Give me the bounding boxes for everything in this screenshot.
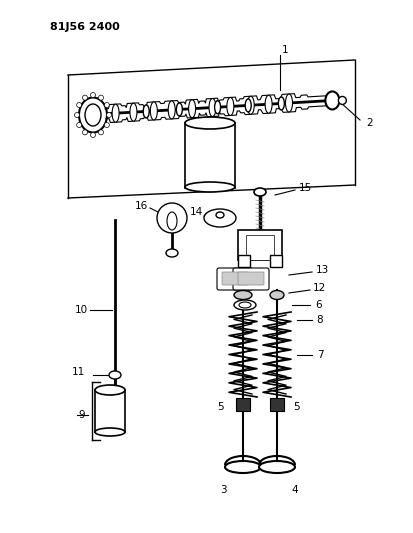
- Ellipse shape: [259, 461, 295, 473]
- Bar: [185, 123, 235, 188]
- Bar: [270, 398, 284, 411]
- Ellipse shape: [90, 93, 95, 98]
- Ellipse shape: [234, 290, 252, 300]
- Bar: [95, 390, 125, 432]
- Ellipse shape: [74, 112, 79, 117]
- Ellipse shape: [150, 102, 157, 120]
- Ellipse shape: [83, 130, 88, 135]
- Ellipse shape: [225, 461, 261, 473]
- Text: 12: 12: [312, 283, 325, 293]
- Ellipse shape: [107, 112, 112, 117]
- Ellipse shape: [209, 99, 216, 117]
- Ellipse shape: [104, 102, 109, 108]
- Ellipse shape: [77, 123, 82, 127]
- Ellipse shape: [204, 209, 236, 227]
- Text: 5: 5: [218, 402, 224, 412]
- Ellipse shape: [247, 96, 254, 114]
- Bar: [238, 255, 250, 267]
- Ellipse shape: [227, 98, 234, 116]
- Ellipse shape: [245, 99, 251, 112]
- Ellipse shape: [79, 98, 107, 133]
- Text: 13: 13: [316, 265, 329, 275]
- Ellipse shape: [185, 117, 235, 129]
- Ellipse shape: [254, 188, 266, 196]
- Ellipse shape: [285, 94, 292, 112]
- Ellipse shape: [77, 102, 82, 108]
- Ellipse shape: [130, 103, 137, 121]
- Ellipse shape: [234, 300, 256, 310]
- Text: 2: 2: [367, 118, 373, 128]
- Ellipse shape: [168, 101, 175, 119]
- Ellipse shape: [265, 95, 272, 113]
- Text: 16: 16: [135, 201, 148, 211]
- Ellipse shape: [185, 182, 235, 192]
- Text: 10: 10: [75, 305, 88, 315]
- FancyBboxPatch shape: [222, 272, 248, 285]
- Ellipse shape: [157, 203, 187, 233]
- Ellipse shape: [189, 100, 196, 118]
- Ellipse shape: [216, 212, 224, 218]
- Bar: [236, 398, 250, 411]
- Ellipse shape: [167, 212, 177, 230]
- Bar: [270, 255, 282, 267]
- Text: 8: 8: [317, 315, 323, 325]
- FancyBboxPatch shape: [238, 272, 264, 285]
- Ellipse shape: [278, 97, 284, 110]
- Ellipse shape: [104, 123, 109, 127]
- Ellipse shape: [83, 95, 88, 100]
- Ellipse shape: [338, 96, 347, 104]
- Text: 11: 11: [72, 367, 85, 377]
- Text: 4: 4: [292, 485, 298, 495]
- Ellipse shape: [98, 95, 104, 100]
- Ellipse shape: [166, 249, 178, 257]
- Ellipse shape: [176, 103, 183, 116]
- Ellipse shape: [143, 105, 149, 118]
- Text: 1: 1: [282, 45, 288, 55]
- Text: 6: 6: [316, 300, 322, 310]
- Ellipse shape: [215, 101, 221, 114]
- Ellipse shape: [112, 104, 119, 122]
- Text: 9: 9: [78, 410, 85, 420]
- Bar: [238, 230, 282, 260]
- Ellipse shape: [95, 428, 125, 436]
- Text: 81J56 2400: 81J56 2400: [50, 22, 120, 32]
- Ellipse shape: [270, 290, 284, 300]
- Text: 7: 7: [317, 350, 323, 360]
- Text: 14: 14: [190, 207, 203, 217]
- Ellipse shape: [325, 92, 339, 109]
- Ellipse shape: [90, 133, 95, 138]
- Ellipse shape: [109, 371, 121, 379]
- FancyBboxPatch shape: [233, 268, 269, 290]
- Text: 5: 5: [294, 402, 300, 412]
- Text: 15: 15: [298, 183, 312, 193]
- Ellipse shape: [85, 104, 101, 126]
- FancyBboxPatch shape: [217, 268, 253, 290]
- Bar: [246, 235, 274, 260]
- Ellipse shape: [98, 130, 104, 135]
- Ellipse shape: [95, 385, 125, 395]
- Text: 3: 3: [220, 485, 226, 495]
- Ellipse shape: [239, 302, 251, 308]
